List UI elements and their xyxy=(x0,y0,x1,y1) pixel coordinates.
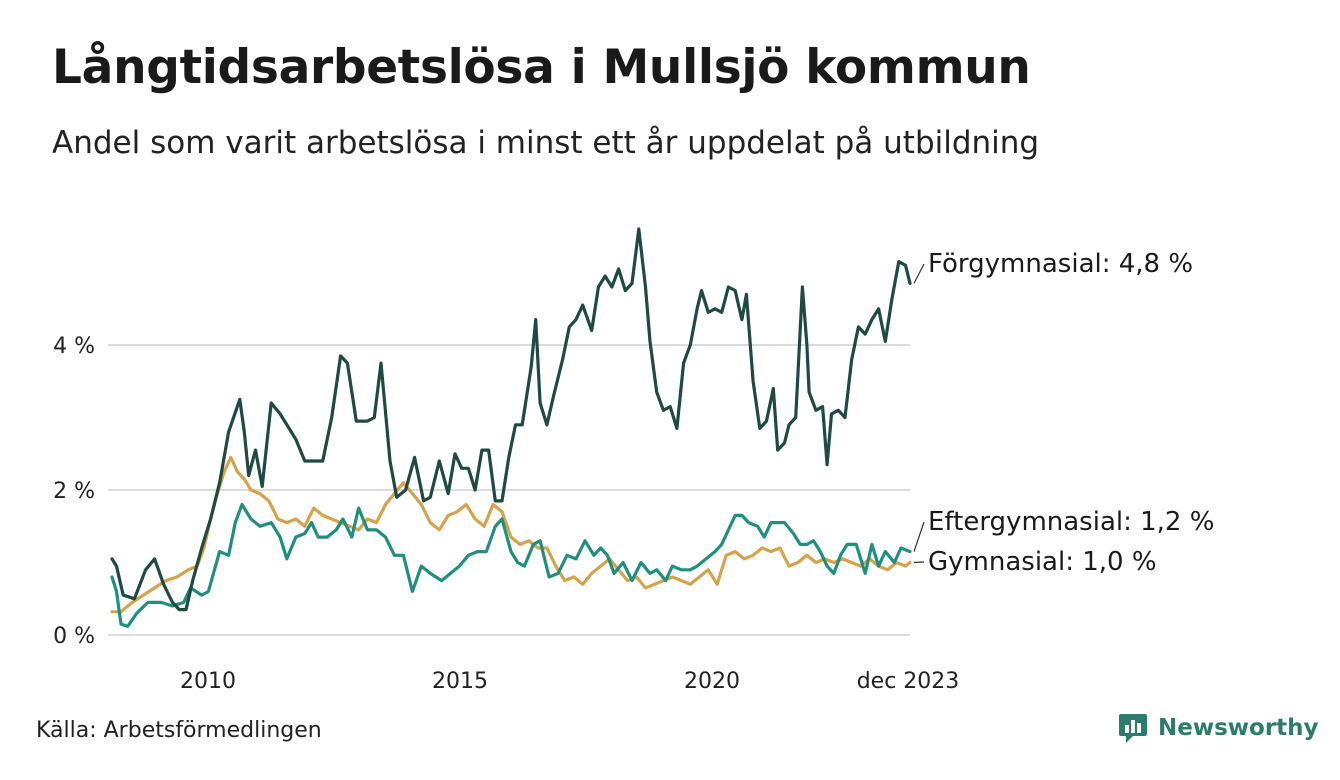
y-tick-label: 4 % xyxy=(53,334,95,359)
y-tick-label: 0 % xyxy=(53,624,95,649)
label-leader xyxy=(913,263,925,284)
x-tick-label: 2020 xyxy=(684,669,740,694)
x-tick-label: dec 2023 xyxy=(857,669,960,694)
chart-title: Långtidsarbetslösa i Mullsjö kommun xyxy=(52,40,1031,95)
series-line-förgymnasial xyxy=(110,227,912,612)
label-leader xyxy=(913,561,925,564)
chart-subtitle: Andel som varit arbetslösa i minst ett å… xyxy=(52,125,1040,161)
y-tick-label: 2 % xyxy=(53,479,95,504)
brand-name: Newsworthy xyxy=(1158,715,1319,741)
x-tick-label: 2010 xyxy=(180,669,236,694)
end-label-förgymnasial: Förgymnasial: 4,8 % xyxy=(928,249,1193,279)
newsworthy-logo-icon xyxy=(1119,714,1147,743)
end-label-eftergymnasial: Eftergymnasial: 1,2 % xyxy=(928,507,1214,537)
series-line-gymnasial xyxy=(110,455,912,614)
x-tick-label: 2015 xyxy=(432,669,488,694)
brand[interactable]: Newsworthy xyxy=(1118,712,1319,744)
source-note: Källa: Arbetsförmedlingen xyxy=(36,718,322,743)
end-label-gymnasial: Gymnasial: 1,0 % xyxy=(928,547,1157,577)
label-leader xyxy=(913,521,925,552)
series-line-eftergymnasial xyxy=(110,502,912,628)
